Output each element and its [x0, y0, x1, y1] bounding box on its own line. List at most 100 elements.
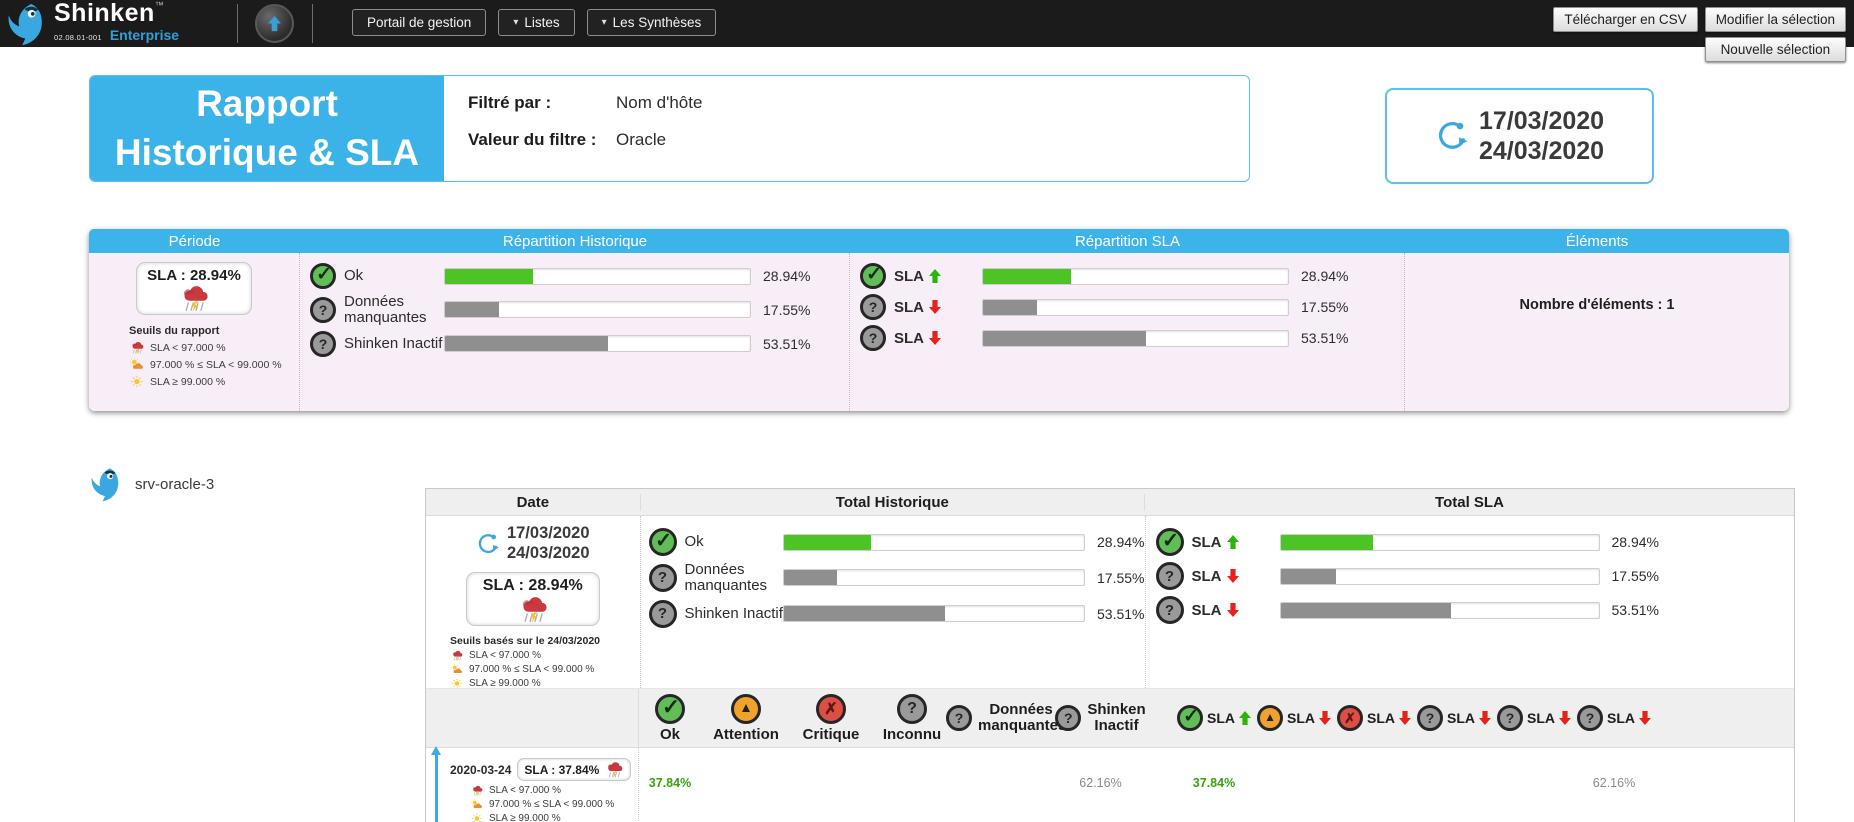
progress-bar	[1279, 601, 1600, 619]
partly-cloudy-icon	[470, 799, 484, 810]
status-col-attention: ▲ Attention	[701, 693, 791, 743]
download-csv-button[interactable]: Télécharger en CSV	[1553, 7, 1698, 32]
hist-row-ok: ✓ Ok 28.94%	[648, 528, 1145, 556]
storm-icon	[129, 341, 145, 354]
daily-sla-values: 37.84% 62.16%	[1144, 748, 1794, 822]
hist-row-label: Ok	[344, 267, 364, 285]
sla-up-arrow-icon	[1239, 711, 1251, 725]
navbar-menu: Portail de gestion ▾ Listes ▾ Les Synthè…	[352, 9, 717, 36]
timeline-up-arrow	[431, 746, 441, 822]
progress-bar	[982, 298, 1289, 316]
question-status-icon: ?	[1417, 705, 1443, 731]
critical-glyph: ✗	[1344, 709, 1356, 726]
sla-col-up: ✓ SLA	[1174, 705, 1254, 731]
hist-row-pct: 53.51%	[1097, 605, 1145, 622]
menu-syntheses-button[interactable]: ▾ Les Synthèses	[586, 9, 717, 36]
question-glyph: ?	[657, 605, 668, 622]
modify-selection-button[interactable]: Modifier la sélection	[1704, 7, 1846, 32]
brand-tm: ™	[154, 0, 164, 10]
host-historique-cell: ✓ Ok 28.94% ? Données manquantes 17.55% …	[641, 516, 1146, 688]
hist-row-pct: 17.55%	[763, 301, 811, 318]
sla-badge-text: SLA : 28.94%	[482, 576, 583, 594]
hist-row-missing: ? Données manquantes 17.55%	[648, 561, 1145, 594]
question-status-icon: ?	[310, 330, 336, 357]
progress-bar-fill	[983, 330, 1147, 346]
status-col-label: Données manquantes	[978, 701, 1067, 734]
date-start: 17/03/2020	[1478, 107, 1605, 135]
status-columns: ✓ Ok ▲ Attention ✗ Critique ? Inconnu ?	[639, 689, 1146, 747]
host-date-start: 17/03/2020	[506, 524, 590, 542]
hist-row-label: Données manquantes	[684, 561, 768, 594]
filter2-value: Oracle	[616, 130, 667, 149]
elements-count: Nombre d'éléments : 1	[1519, 297, 1675, 313]
sla-down-arrow-icon	[929, 331, 941, 345]
progress-bar-fill	[784, 606, 945, 621]
menu-portail-button[interactable]: Portail de gestion	[352, 9, 487, 36]
threshold-row: SLA ≥ 99.000 %	[450, 677, 600, 689]
hist-row-inactive: ? Shinken Inactif 53.51%	[310, 330, 849, 357]
refresh-range-icon	[476, 532, 500, 556]
sla-row-pct: 28.94%	[1611, 534, 1659, 550]
ok-status-icon: ✓	[1155, 528, 1184, 556]
sla-label: SLA	[1191, 601, 1222, 619]
historique-cell: ✓ Ok 28.94% ? Données manquantes 17.55% …	[300, 253, 850, 411]
daily-date: 2020-03-24	[450, 762, 512, 777]
daily-historique-values: 37.84% 62.16%	[639, 748, 1144, 822]
progress-bar	[444, 335, 751, 352]
thresholds-title: Seuils du rapport	[129, 325, 220, 337]
progress-bar-fill	[445, 302, 499, 318]
shinken-bird-icon	[90, 466, 126, 502]
storm-icon	[604, 761, 624, 778]
sla-row-pct: 53.51%	[1301, 330, 1349, 346]
status-col-ok: ✓ Ok	[639, 693, 701, 743]
status-col-critique: ✗ Critique	[791, 693, 871, 743]
sla-label: SLA	[894, 267, 924, 285]
sla-cell: ✓ SLA 28.94% ? SLA 17.55% ? SLA 53.51%	[850, 253, 1405, 411]
summary-body: SLA : 28.94% Seuils du rapport SLA < 97.…	[89, 253, 1789, 411]
sla-row-down: ? SLA 53.51%	[1155, 596, 1795, 624]
check-glyph: ✓	[1162, 529, 1179, 552]
question-glyph: ?	[868, 299, 878, 315]
sla-label: SLA	[894, 329, 924, 347]
check-glyph: ✓	[661, 693, 681, 719]
sla-col-donnees: ? SLA	[1494, 705, 1574, 731]
sun-icon	[450, 678, 464, 689]
ok-status-icon: ✓	[648, 528, 677, 556]
sla-down-arrow-icon	[1479, 711, 1491, 725]
host-sla-badge: SLA : 28.94%	[465, 571, 600, 626]
sla-summary-badge: SLA : 28.94%	[136, 262, 252, 315]
threshold-row: SLA ≥ 99.000 %	[129, 375, 282, 388]
sla-down-arrow-icon	[1639, 711, 1651, 725]
status-col-label: Shinken Inactif	[1087, 701, 1146, 734]
hist-row-inactive: ? Shinken Inactif 53.51%	[648, 599, 1145, 628]
host-thresholds-block: Seuils basés sur le 24/03/2020 SLA < 97.…	[450, 635, 600, 689]
critical-icon: ✗	[1337, 705, 1363, 731]
menu-listes-button[interactable]: ▾ Listes	[498, 9, 575, 36]
host-date-end: 24/03/2020	[506, 543, 590, 562]
question-glyph: ?	[318, 335, 328, 352]
brand-version: 02.08.01-001	[54, 33, 102, 42]
question-status-icon: ?	[1055, 705, 1082, 731]
sla-row-down: ? SLA 17.55%	[860, 294, 1404, 320]
sla-col-critique: ✗ SLA	[1334, 705, 1414, 731]
warning-icon: ▲	[1257, 705, 1283, 731]
sla-up-arrow-icon	[929, 269, 941, 283]
progress-bar	[444, 267, 751, 285]
col-header-repartition-historique: Répartition Historique	[502, 232, 648, 250]
progress-bar-fill	[445, 336, 609, 351]
navbar-actions: Télécharger en CSV Modifier la sélection…	[1553, 7, 1846, 62]
new-selection-button[interactable]: Nouvelle sélection	[1704, 37, 1846, 62]
sla-col-label: SLA	[1287, 710, 1315, 726]
up-arrow-icon	[268, 15, 281, 32]
menu-label: Listes	[524, 15, 560, 30]
check-glyph: ✓	[1183, 705, 1199, 727]
question-status-icon: ?	[648, 599, 677, 628]
scroll-top-button[interactable]	[255, 4, 294, 43]
host-name: srv-oracle-3	[135, 475, 215, 493]
sla-col-inactif: ? SLA	[1574, 705, 1654, 731]
daily-ok-value: 37.84%	[648, 776, 692, 790]
sla-down-arrow-icon	[1227, 603, 1239, 617]
menu-label: Portail de gestion	[367, 15, 472, 30]
daily-sla-inactif-value: 62.16%	[1592, 776, 1636, 790]
